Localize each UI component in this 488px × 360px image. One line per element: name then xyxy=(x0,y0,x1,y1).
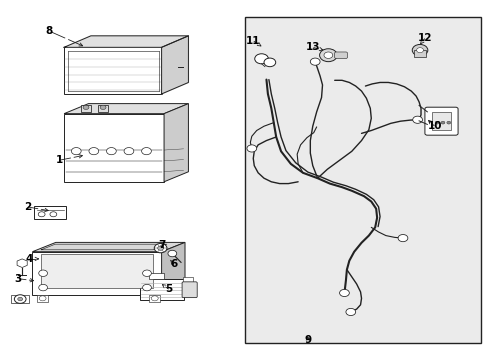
Circle shape xyxy=(142,284,151,291)
Circle shape xyxy=(89,148,99,155)
Circle shape xyxy=(264,58,275,67)
Circle shape xyxy=(100,105,106,109)
Circle shape xyxy=(440,121,444,124)
Polygon shape xyxy=(32,242,184,252)
Circle shape xyxy=(50,212,57,217)
Text: 8: 8 xyxy=(46,26,53,36)
Text: 9: 9 xyxy=(304,334,311,345)
Bar xyxy=(64,114,163,182)
Bar xyxy=(32,252,161,295)
Text: 2: 2 xyxy=(24,202,31,212)
Circle shape xyxy=(412,116,422,123)
Text: 5: 5 xyxy=(165,284,172,294)
Circle shape xyxy=(319,49,336,62)
Polygon shape xyxy=(163,104,188,182)
Text: 6: 6 xyxy=(170,259,177,269)
Circle shape xyxy=(345,309,355,316)
Polygon shape xyxy=(17,259,27,267)
Circle shape xyxy=(106,148,116,155)
Circle shape xyxy=(434,121,438,124)
Bar xyxy=(182,277,193,284)
Circle shape xyxy=(339,289,348,297)
FancyBboxPatch shape xyxy=(182,282,197,298)
Text: 4: 4 xyxy=(25,254,33,264)
Bar xyxy=(413,50,425,57)
Text: 12: 12 xyxy=(417,33,431,43)
Polygon shape xyxy=(161,242,184,295)
Bar xyxy=(41,254,153,288)
Polygon shape xyxy=(161,36,188,94)
Circle shape xyxy=(39,284,47,291)
Polygon shape xyxy=(64,104,188,114)
Circle shape xyxy=(39,296,46,301)
Circle shape xyxy=(246,145,256,152)
Circle shape xyxy=(411,44,427,56)
Bar xyxy=(149,273,163,279)
FancyBboxPatch shape xyxy=(424,107,457,135)
Bar xyxy=(64,47,161,94)
Text: 13: 13 xyxy=(305,42,319,52)
Polygon shape xyxy=(64,36,188,47)
Text: 7: 7 xyxy=(158,239,165,249)
Circle shape xyxy=(167,250,176,257)
Text: 1: 1 xyxy=(56,155,62,165)
Text: 10: 10 xyxy=(427,121,441,131)
Bar xyxy=(149,295,160,302)
Circle shape xyxy=(154,243,166,253)
Bar xyxy=(245,17,480,343)
Circle shape xyxy=(416,48,423,53)
Circle shape xyxy=(142,148,151,155)
Circle shape xyxy=(158,246,163,250)
Circle shape xyxy=(124,148,134,155)
Circle shape xyxy=(14,295,26,303)
Circle shape xyxy=(38,212,45,217)
Circle shape xyxy=(324,52,332,58)
Circle shape xyxy=(446,121,450,124)
Circle shape xyxy=(254,54,268,64)
Circle shape xyxy=(310,58,320,65)
Bar xyxy=(81,105,91,112)
Circle shape xyxy=(83,105,89,109)
Bar xyxy=(34,206,65,220)
Text: 11: 11 xyxy=(245,36,260,46)
Bar xyxy=(37,295,48,302)
Bar xyxy=(11,296,29,303)
FancyBboxPatch shape xyxy=(334,52,346,58)
Bar xyxy=(431,112,450,130)
Bar xyxy=(140,279,183,300)
Circle shape xyxy=(39,270,47,276)
Circle shape xyxy=(71,148,81,155)
Circle shape xyxy=(397,234,407,242)
Circle shape xyxy=(151,296,158,301)
Bar xyxy=(98,105,108,112)
Circle shape xyxy=(18,297,22,301)
Circle shape xyxy=(142,270,151,276)
Text: 3: 3 xyxy=(14,274,21,284)
